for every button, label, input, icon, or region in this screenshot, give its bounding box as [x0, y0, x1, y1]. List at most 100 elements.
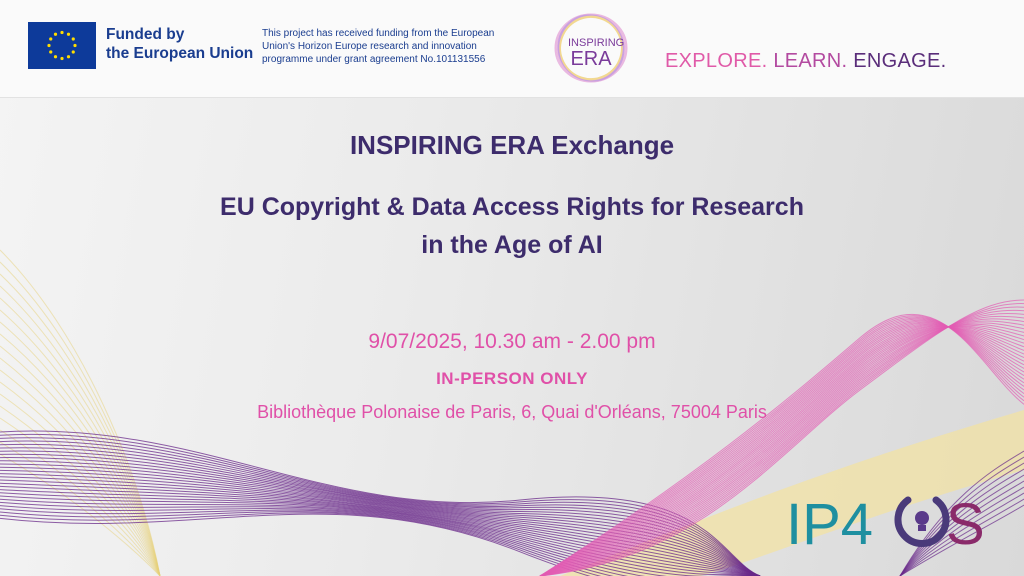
wave-line — [539, 312, 1024, 576]
funding-note-line: Union's Horizon Europe research and inno… — [262, 41, 477, 52]
wave-line — [899, 474, 1024, 576]
event-address: Bibliothèque Polonaise de Paris, 6, Quai… — [257, 402, 767, 422]
event-mode: IN-PERSON ONLY — [436, 369, 588, 388]
header-bar — [0, 0, 1024, 98]
eu-funding-label: Funded by the European Union — [106, 25, 253, 63]
wave-line — [0, 498, 761, 576]
wave-line — [539, 325, 1024, 576]
wave-line — [899, 486, 1024, 576]
wave-line — [539, 325, 1024, 576]
wave-line — [539, 326, 1024, 576]
wave-line — [0, 430, 761, 576]
wave-line — [0, 479, 761, 576]
subtitle-line-2: in the Age of AI — [421, 231, 603, 259]
funding-note-line: This project has received funding from t… — [262, 28, 495, 39]
wave-line — [539, 322, 1024, 576]
wave-line — [539, 321, 1024, 576]
wave-line — [899, 462, 1024, 576]
eu-star-icon — [53, 32, 58, 36]
ip4os-text-ip4: IP4 — [786, 492, 873, 554]
ip4os-logo: IP4 S — [786, 492, 985, 554]
eu-star-icon — [71, 37, 75, 41]
wave-line — [539, 326, 1024, 576]
eu-star-icon — [66, 55, 71, 59]
funding-note-line: programme under grant agreement No.10113… — [262, 54, 486, 65]
funding-note: This project has received funding from t… — [262, 27, 494, 66]
funder-line-2: the European Union — [106, 45, 254, 62]
wave-line — [539, 322, 1024, 576]
wave-line — [539, 325, 1024, 576]
wave-line — [0, 443, 761, 576]
wave-line — [539, 323, 1024, 576]
tagline: EXPLORE. LEARN. ENGAGE. — [665, 50, 946, 73]
wave-line — [0, 433, 761, 576]
wave-line — [539, 324, 1024, 576]
wave-line — [0, 513, 761, 576]
wave-line — [0, 495, 761, 576]
wave-line — [0, 405, 161, 576]
eu-star-icon — [47, 43, 51, 48]
funder-line-1: Funded by — [106, 26, 185, 43]
wave-line — [0, 381, 161, 576]
wave-line — [539, 316, 1024, 576]
lightbulb-base — [918, 525, 926, 531]
wave-line — [539, 303, 1024, 576]
wave-line — [0, 508, 761, 576]
wave-line — [0, 466, 761, 576]
tagline-engage: ENGAGE. — [853, 50, 947, 72]
eu-star-icon — [60, 30, 64, 35]
eu-star-icon — [71, 50, 75, 54]
wave-line — [899, 480, 1024, 576]
wave-line — [539, 326, 1024, 576]
subtitle-line-1: EU Copyright & Data Access Rights for Re… — [220, 193, 804, 221]
wave-line — [539, 306, 1024, 576]
power-ring-icon — [894, 496, 950, 547]
wave-line — [0, 501, 761, 576]
tagline-learn: LEARN. — [773, 50, 848, 72]
wave-line — [0, 485, 761, 576]
wave-line — [899, 492, 1024, 576]
wave-line — [0, 512, 761, 576]
wave-line — [0, 473, 761, 576]
event-title: INSPIRING ERA Exchange — [349, 130, 675, 160]
wave-line — [539, 323, 1024, 576]
eu-star-icon — [49, 37, 53, 41]
eu-star-icon — [60, 56, 64, 61]
wave-line — [899, 498, 1024, 576]
wave-line — [0, 393, 161, 576]
wave-line — [539, 324, 1024, 576]
wave-line — [0, 321, 161, 576]
wave-line — [539, 317, 1024, 576]
logo-ring-line — [560, 16, 622, 80]
wave-line — [0, 463, 761, 576]
wave-line — [539, 320, 1024, 576]
wave-line — [539, 315, 1024, 576]
wave-line — [0, 457, 761, 576]
wave-line — [0, 417, 161, 576]
wave-line — [0, 476, 761, 576]
eu-star-icon — [73, 43, 77, 48]
wave-line — [0, 450, 761, 576]
event-datetime: 9/07/2025, 10.30 am - 2.00 pm — [368, 330, 656, 353]
wave-line — [0, 333, 161, 576]
logo-text-line-1: INSPIRING — [568, 37, 625, 49]
wave-line — [539, 313, 1024, 576]
wave-line — [899, 504, 1024, 576]
wave-line — [899, 468, 1024, 576]
wave-line — [0, 489, 761, 576]
tagline-explore: EXPLORE. — [665, 50, 768, 72]
wave-line — [0, 505, 761, 576]
wave-line — [0, 511, 761, 576]
wave-line — [539, 319, 1024, 576]
wave-line — [0, 460, 761, 576]
inspiring-era-logo-ring — [554, 13, 628, 83]
wave-line — [899, 450, 1024, 576]
wave-line — [539, 320, 1024, 576]
wave-line — [539, 315, 1024, 576]
eu-star-icon — [66, 32, 71, 36]
wave-line — [0, 440, 761, 576]
wave-line — [0, 492, 761, 576]
event-subtitle: EU Copyright & Data Access Rights for Re… — [0, 188, 1024, 264]
wave-line — [0, 437, 761, 576]
